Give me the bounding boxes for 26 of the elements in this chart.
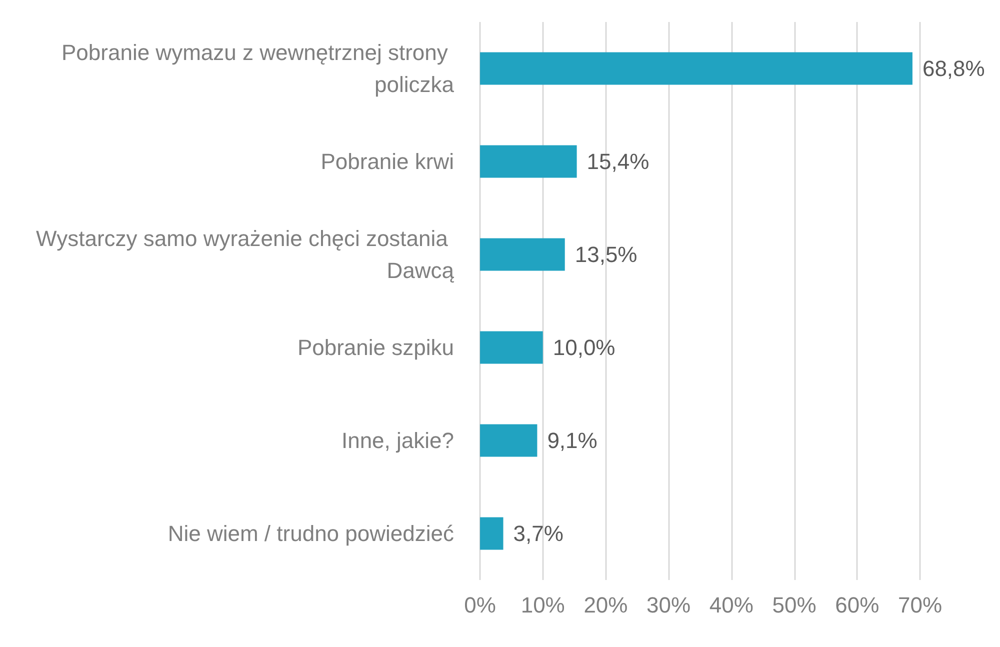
y-tick-label: Inne, jakie? [341, 428, 454, 453]
data-label: 15,4% [586, 149, 650, 174]
x-tick-label: 60% [835, 592, 880, 618]
y-tick-label: Pobranie krwi [320, 149, 454, 174]
x-tick-label: 30% [646, 592, 691, 618]
x-tick-label: 0% [464, 592, 496, 618]
data-label: 3,7% [513, 521, 564, 546]
data-label: 9,1% [547, 428, 598, 453]
data-label: 10,0% [552, 335, 616, 360]
bar [480, 52, 912, 85]
x-tick-label: 70% [898, 592, 942, 618]
bar [480, 238, 565, 271]
bar [480, 424, 538, 457]
y-tick-label: Pobranie wymazu z wewnętrznej strony policzka [62, 40, 455, 97]
x-tick-label: 10% [520, 592, 565, 618]
bar [480, 331, 543, 364]
data-label: 13,5% [574, 242, 638, 267]
y-tick-label: Wystarczy samo wyrażenie chęci zostania Dawcą [36, 226, 455, 283]
x-tick-label: 50% [772, 592, 816, 618]
bar [480, 517, 504, 550]
x-tick-label: 20% [584, 592, 628, 618]
y-tick-label: Pobranie szpiku [297, 335, 454, 360]
x-tick-label: 40% [709, 592, 754, 618]
bar [480, 145, 577, 178]
y-tick-label: Nie wiem / trudno powiedzieć [168, 521, 454, 546]
data-label: 68,8% [922, 56, 985, 81]
